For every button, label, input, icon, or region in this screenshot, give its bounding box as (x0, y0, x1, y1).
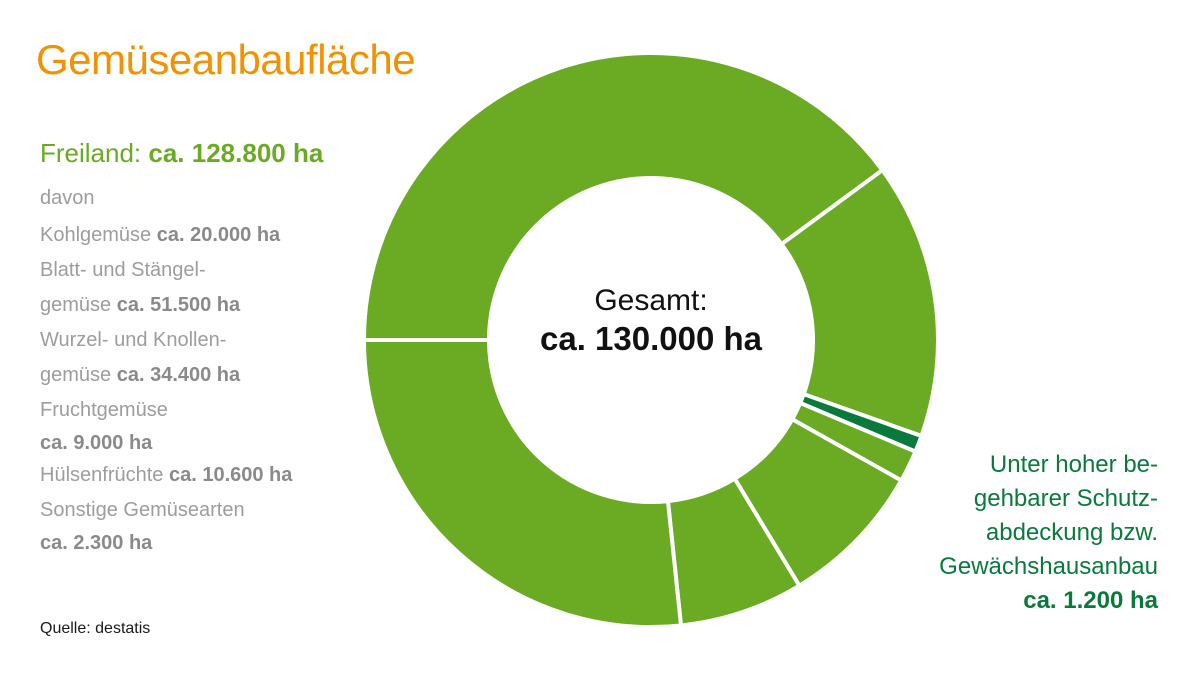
legend-value: ca. 9.000 ha (40, 432, 153, 454)
freiland: Freiland: ca. 128.800 ha (40, 138, 370, 169)
donut-segment (361, 51, 886, 342)
legend: Freiland: ca. 128.800 ha davon Kohlgemüs… (40, 138, 370, 558)
legend-label: Fruchtgemüse (40, 399, 168, 421)
chart-title: Gemüseanbaufläche (36, 36, 416, 83)
legend-item: Hülsenfrüchte ca. 10.600 ha (40, 458, 370, 493)
annotation: Unter hoher be- gehbarer Schutz- abdecku… (858, 448, 1158, 618)
legend-label: Sonstige Gemüsearten (40, 499, 245, 521)
legend-item: Blatt- und Stängel- gemüse ca. 51.500 ha (40, 253, 370, 323)
legend-item: Wurzel- und Knollen- gemüse ca. 34.400 h… (40, 323, 370, 393)
total-label: Gesamt: (594, 284, 708, 317)
source: Quelle: destatis (40, 620, 151, 637)
legend-label: Wurzel- und Knollen- gemüse (40, 329, 227, 386)
legend-item: Sonstige Gemüsearten ca. 2.300 ha (40, 493, 370, 558)
legend-value: ca. 2.300 ha (40, 532, 153, 554)
legend-value: ca. 51.500 ha (116, 294, 241, 316)
annotation-text: Unter hoher be- gehbarer Schutz- abdecku… (939, 451, 1158, 580)
freiland-value: ca. 128.800 ha (148, 138, 324, 168)
legend-label: Blatt- und Stängel- gemüse (40, 259, 206, 316)
freiland-label: Freiland: (40, 138, 142, 168)
legend-value: ca. 20.000 ha (156, 224, 281, 246)
legend-value: ca. 10.600 ha (168, 464, 293, 486)
annotation-value: ca. 1.200 ha (1023, 587, 1158, 614)
intro: davon (40, 187, 95, 209)
legend-item: Kohlgemüse ca. 20.000 ha (40, 218, 370, 253)
donut-segment (361, 338, 684, 629)
legend-value: ca. 34.400 ha (116, 364, 241, 386)
donut-segment (778, 167, 940, 439)
total: Gesamt: ca. 130.000 ha (501, 283, 801, 359)
total-value: ca. 130.000 ha (539, 320, 762, 357)
legend-item: Fruchtgemüse ca. 9.000 ha (40, 393, 370, 458)
legend-items: Kohlgemüse ca. 20.000 ha Blatt- und Stäng… (40, 218, 370, 558)
legend-label: Kohlgemüse (40, 224, 152, 246)
legend-label: Hülsenfrüchte (40, 464, 164, 486)
